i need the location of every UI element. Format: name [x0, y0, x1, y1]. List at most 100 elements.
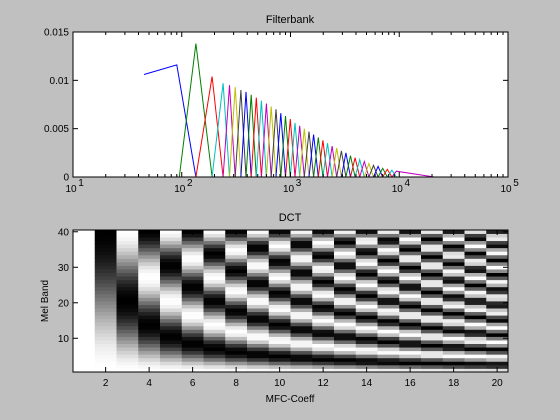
- dct-cell: [312, 276, 335, 281]
- dct-cell: [160, 304, 183, 309]
- dct-cell: [73, 301, 96, 305]
- dct-cell: [334, 269, 357, 273]
- dct-x-tick-label: 2: [103, 378, 109, 389]
- dct-cell: [247, 244, 270, 249]
- dct-cell: [399, 290, 422, 295]
- dct-cell: [355, 276, 378, 281]
- dct-cell: [290, 293, 313, 298]
- dct-cell: [268, 283, 291, 288]
- dct-cell: [225, 286, 248, 291]
- dct-cell: [399, 304, 422, 309]
- dct-cell: [160, 340, 183, 344]
- dct-cell: [355, 329, 378, 334]
- dct-cell: [268, 244, 291, 249]
- dct-cell: [442, 293, 465, 298]
- dct-cell: [203, 315, 226, 320]
- dct-cell: [268, 261, 291, 266]
- dct-cell: [399, 329, 422, 334]
- dct-cell: [421, 318, 444, 323]
- filter-line-28: [336, 150, 347, 178]
- dct-cell: [203, 237, 226, 242]
- dct-cell: [73, 272, 96, 277]
- dct-cell: [247, 361, 270, 366]
- dct-cell: [225, 336, 248, 341]
- dct-cell: [247, 304, 270, 309]
- dct-cell: [399, 244, 422, 249]
- dct-cell: [73, 279, 96, 284]
- dct-cell: [355, 265, 378, 270]
- dct-cell: [73, 336, 96, 341]
- dct-cell: [116, 361, 139, 366]
- dct-cell: [181, 340, 204, 344]
- dct-cell: [312, 332, 335, 337]
- dct-cell: [94, 350, 117, 355]
- dct-cell: [138, 336, 161, 341]
- filterbank-x-tick-label: 10: [65, 184, 77, 195]
- dct-cell: [247, 290, 270, 295]
- dct-cell: [116, 325, 139, 330]
- dct-cell: [312, 325, 335, 330]
- dct-cell: [312, 251, 335, 256]
- dct-cell: [355, 258, 378, 263]
- dct-cell: [464, 258, 487, 263]
- dct-cell: [138, 308, 161, 313]
- dct-cell: [486, 293, 509, 298]
- dct-cell: [377, 357, 400, 362]
- dct-cell: [94, 311, 117, 316]
- dct-cell: [225, 329, 248, 334]
- dct-cell: [486, 322, 509, 327]
- dct-cell: [94, 279, 117, 284]
- dct-cell: [464, 247, 487, 252]
- dct-cell: [73, 354, 96, 359]
- dct-cell: [225, 322, 248, 327]
- dct-cell: [421, 364, 444, 369]
- dct-cell: [94, 251, 117, 256]
- dct-cell: [312, 283, 335, 288]
- dct-cell: [312, 258, 335, 263]
- dct-cell: [247, 350, 270, 355]
- dct-cell: [203, 230, 226, 234]
- dct-cell: [247, 329, 270, 334]
- dct-cell: [138, 329, 161, 334]
- dct-cell: [421, 357, 444, 362]
- dct-cell: [421, 347, 444, 352]
- dct-cell: [355, 357, 378, 362]
- filterbank-y-tick-label: 0: [63, 173, 69, 184]
- dct-cell: [73, 308, 96, 313]
- dct-cell: [421, 301, 444, 305]
- dct-cell: [94, 283, 117, 288]
- dct-cell: [268, 279, 291, 284]
- dct-x-tick-label: 16: [405, 378, 417, 389]
- dct-cell: [312, 269, 335, 273]
- dct-cell: [181, 286, 204, 291]
- dct-cell: [268, 240, 291, 245]
- dct-cell: [464, 251, 487, 256]
- dct-cell: [225, 269, 248, 273]
- dct-cell: [73, 322, 96, 327]
- dct-cell: [116, 304, 139, 309]
- dct-cell: [290, 297, 313, 302]
- dct-cell: [464, 272, 487, 277]
- dct-cell: [203, 318, 226, 323]
- dct-cell: [73, 340, 96, 344]
- dct-cell: [181, 254, 204, 259]
- dct-cell: [421, 315, 444, 320]
- dct-cell: [225, 301, 248, 305]
- dct-cell: [268, 347, 291, 352]
- filterbank-x-tick-label: 10: [283, 184, 295, 195]
- filter-line-4: [211, 83, 230, 178]
- dct-cell: [377, 230, 400, 234]
- dct-cell: [138, 322, 161, 327]
- dct-cell: [225, 290, 248, 295]
- dct-cell: [160, 233, 183, 238]
- dct-cell: [116, 244, 139, 249]
- dct-cell: [203, 251, 226, 256]
- dct-cell: [334, 350, 357, 355]
- dct-cell: [138, 354, 161, 359]
- dct-cell: [421, 308, 444, 313]
- dct-cell: [355, 304, 378, 309]
- dct-cell: [181, 329, 204, 334]
- dct-cell: [334, 258, 357, 263]
- dct-cell: [290, 368, 313, 373]
